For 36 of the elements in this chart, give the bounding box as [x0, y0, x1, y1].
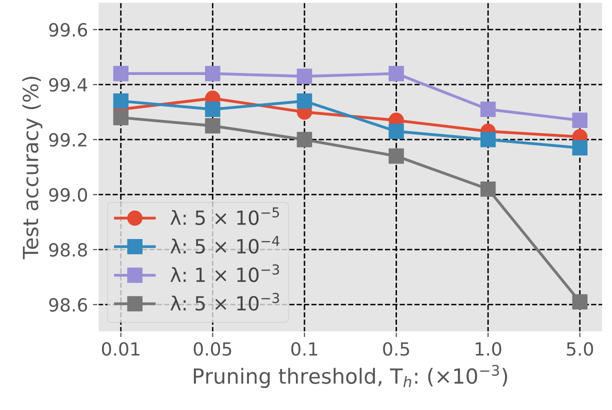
- point: [388, 148, 404, 164]
- legend-label: λ: 5 × 10$^{−4}$: [170, 236, 280, 254]
- y-tick-label: 99.4: [49, 78, 88, 92]
- legend-label: λ: 1 × 10$^{−3}$: [170, 264, 280, 282]
- point: [296, 68, 312, 84]
- y-tick-label: 98.8: [49, 243, 87, 257]
- x-tick-label: 0.5: [383, 342, 410, 356]
- legend-label: λ: 5 × 10$^{−5}$: [170, 207, 279, 226]
- point: [572, 294, 588, 310]
- x-tick-label: 0.05: [194, 342, 232, 356]
- point: [113, 110, 129, 126]
- point: [205, 118, 220, 134]
- x-tick-label: 5.0: [566, 342, 594, 356]
- x-axis-title: Pruning threshold, T$_{h}$: (×10$^{−3}$): [194, 364, 508, 388]
- point: [480, 102, 496, 117]
- point: [296, 93, 312, 109]
- y-tick-label: 98.6: [49, 298, 88, 312]
- point: [205, 102, 220, 117]
- point: [572, 112, 588, 128]
- y-tick-label: 99.6: [49, 23, 88, 37]
- point: [388, 124, 404, 139]
- point: [296, 132, 312, 148]
- y-tick-label: 99.2: [49, 133, 86, 147]
- point: [572, 140, 588, 156]
- x-tick-label: 0.01: [102, 342, 140, 356]
- y-axis-title: Test accuracy (%): [22, 76, 42, 260]
- point: [480, 132, 496, 148]
- point: [480, 181, 496, 197]
- point: [113, 93, 129, 109]
- point: [388, 66, 404, 82]
- x-tick-label: 0.1: [291, 342, 318, 356]
- point: [205, 66, 220, 82]
- y-tick-label: 99.0: [49, 188, 87, 202]
- x-tick-label: 1.0: [476, 342, 502, 356]
- legend-label: λ: 5 × 10$^{−3}$: [170, 292, 280, 311]
- point: [113, 66, 129, 82]
